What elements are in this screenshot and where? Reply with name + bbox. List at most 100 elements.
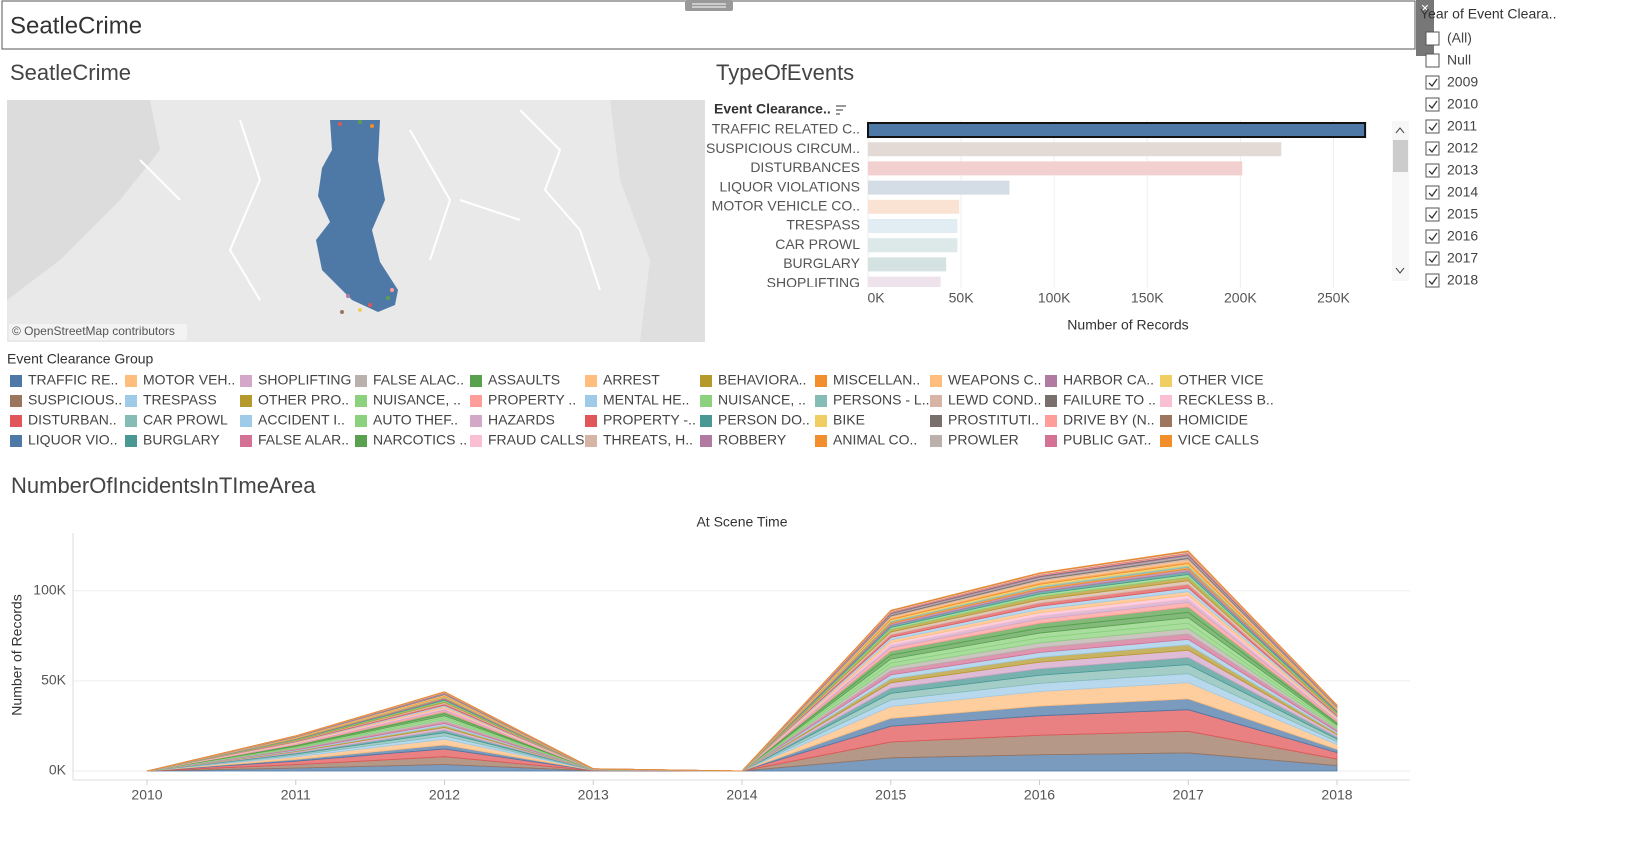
legend-label[interactable]: ASSAULTS bbox=[488, 372, 560, 388]
legend-label[interactable]: ANIMAL CO.. bbox=[833, 432, 917, 448]
checkbox[interactable] bbox=[1425, 97, 1440, 112]
legend-label[interactable]: TRESPASS bbox=[143, 392, 217, 408]
y-tick-label[interactable]: TRAFFIC RELATED C.. bbox=[712, 121, 860, 137]
legend-label[interactable]: ARREST bbox=[603, 372, 660, 388]
legend-swatch[interactable] bbox=[240, 435, 252, 447]
legend-label[interactable]: BURGLARY bbox=[143, 432, 220, 448]
legend-label[interactable]: MENTAL HE.. bbox=[603, 392, 689, 408]
legend-label[interactable]: ACCIDENT I.. bbox=[258, 412, 345, 428]
legend-swatch[interactable] bbox=[1045, 375, 1057, 387]
legend-swatch[interactable] bbox=[1160, 395, 1172, 407]
bar[interactable] bbox=[868, 257, 947, 272]
filter-option[interactable]: 2015 bbox=[1447, 206, 1478, 222]
checkbox[interactable] bbox=[1425, 31, 1440, 46]
legend-label[interactable]: HOMICIDE bbox=[1178, 412, 1248, 428]
legend-label[interactable]: DISTURBAN.. bbox=[28, 412, 117, 428]
legend-swatch[interactable] bbox=[355, 435, 367, 447]
map[interactable]: © OpenStreetMap contributors bbox=[7, 100, 705, 342]
legend-swatch[interactable] bbox=[1045, 435, 1057, 447]
legend-swatch[interactable] bbox=[470, 395, 482, 407]
legend-label[interactable]: DRIVE BY (N.. bbox=[1063, 412, 1155, 428]
legend-label[interactable]: FRAUD CALLS bbox=[488, 432, 584, 448]
legend-label[interactable]: PROWLER bbox=[948, 432, 1019, 448]
scroll-down[interactable] bbox=[1395, 267, 1405, 274]
legend-swatch[interactable] bbox=[585, 395, 597, 407]
legend-swatch[interactable] bbox=[10, 375, 22, 387]
legend-label[interactable]: OTHER VICE bbox=[1178, 372, 1264, 388]
legend-swatch[interactable] bbox=[585, 415, 597, 427]
legend-swatch[interactable] bbox=[10, 435, 22, 447]
legend-swatch[interactable] bbox=[125, 435, 137, 447]
legend-swatch[interactable] bbox=[700, 375, 712, 387]
legend-label[interactable]: PERSONS - L.. bbox=[833, 392, 929, 408]
y-tick-label[interactable]: BURGLARY bbox=[783, 255, 860, 271]
legend-swatch[interactable] bbox=[700, 415, 712, 427]
bar[interactable] bbox=[868, 276, 941, 291]
legend-label[interactable]: BIKE bbox=[833, 412, 865, 428]
legend-swatch[interactable] bbox=[125, 395, 137, 407]
bar[interactable] bbox=[868, 238, 958, 253]
legend-swatch[interactable] bbox=[10, 415, 22, 427]
checkbox[interactable] bbox=[1425, 119, 1440, 134]
legend-swatch[interactable] bbox=[930, 415, 942, 427]
legend-swatch[interactable] bbox=[700, 435, 712, 447]
legend-label[interactable]: AUTO THEF.. bbox=[373, 412, 458, 428]
bar[interactable] bbox=[868, 161, 1243, 176]
legend-label[interactable]: ROBBERY bbox=[718, 432, 787, 448]
legend-swatch[interactable] bbox=[1160, 435, 1172, 447]
legend-swatch[interactable] bbox=[1045, 415, 1057, 427]
bar[interactable] bbox=[867, 122, 1367, 138]
legend-swatch[interactable] bbox=[355, 375, 367, 387]
legend-swatch[interactable] bbox=[700, 395, 712, 407]
legend-swatch[interactable] bbox=[240, 415, 252, 427]
filter-option[interactable]: Null bbox=[1447, 52, 1471, 68]
checkbox[interactable] bbox=[1425, 207, 1440, 222]
legend-label[interactable]: PERSON DO.. bbox=[718, 412, 810, 428]
legend-label[interactable]: THREATS, H.. bbox=[603, 432, 693, 448]
legend-swatch[interactable] bbox=[815, 375, 827, 387]
legend-label[interactable]: WEAPONS C.. bbox=[948, 372, 1041, 388]
checkbox[interactable] bbox=[1425, 163, 1440, 178]
y-tick-label[interactable]: SUSPICIOUS CIRCUM.. bbox=[706, 140, 860, 156]
legend-label[interactable]: NUISANCE, .. bbox=[373, 392, 461, 408]
filter-option[interactable]: 2012 bbox=[1447, 140, 1478, 156]
legend-label[interactable]: FAILURE TO .. bbox=[1063, 392, 1156, 408]
y-tick-label[interactable]: SHOPLIFTING bbox=[767, 274, 860, 290]
y-tick-label[interactable]: TRESPASS bbox=[786, 217, 860, 233]
filter-option[interactable]: 2013 bbox=[1447, 162, 1478, 178]
bar[interactable] bbox=[868, 199, 960, 214]
legend-swatch[interactable] bbox=[815, 395, 827, 407]
filter-option[interactable]: 2010 bbox=[1447, 96, 1478, 112]
checkbox[interactable] bbox=[1425, 53, 1440, 68]
legend-swatch[interactable] bbox=[125, 415, 137, 427]
checkbox[interactable] bbox=[1425, 141, 1440, 156]
legend-label[interactable]: BEHAVIORA.. bbox=[718, 372, 806, 388]
filter-option[interactable]: 2011 bbox=[1447, 118, 1477, 134]
legend-swatch[interactable] bbox=[1160, 415, 1172, 427]
scroll-thumb[interactable] bbox=[1393, 140, 1408, 172]
filter-option[interactable]: 2014 bbox=[1447, 184, 1478, 200]
legend-label[interactable]: PROPERTY -.. bbox=[603, 412, 696, 428]
legend-label[interactable]: LEWD COND.. bbox=[948, 392, 1041, 408]
bar[interactable] bbox=[868, 219, 958, 233]
scroll-up[interactable] bbox=[1395, 127, 1405, 134]
legend-label[interactable]: HAZARDS bbox=[488, 412, 555, 428]
filter-option[interactable]: (All) bbox=[1447, 30, 1472, 46]
legend-label[interactable]: SHOPLIFTING bbox=[258, 372, 351, 388]
legend-label[interactable]: LIQUOR VIO.. bbox=[28, 432, 117, 448]
legend-label[interactable]: TRAFFIC RE.. bbox=[28, 372, 118, 388]
legend-swatch[interactable] bbox=[815, 435, 827, 447]
legend-swatch[interactable] bbox=[470, 415, 482, 427]
legend-swatch[interactable] bbox=[585, 375, 597, 387]
drag-handle[interactable] bbox=[685, 0, 733, 11]
legend-label[interactable]: OTHER PRO.. bbox=[258, 392, 349, 408]
legend-label[interactable]: NARCOTICS .. bbox=[373, 432, 467, 448]
legend-swatch[interactable] bbox=[125, 375, 137, 387]
legend-label[interactable]: MOTOR VEH.. bbox=[143, 372, 235, 388]
area[interactable] bbox=[146, 550, 1338, 772]
legend-swatch[interactable] bbox=[930, 375, 942, 387]
close-icon[interactable]: × bbox=[1421, 0, 1429, 16]
legend-swatch[interactable] bbox=[1045, 395, 1057, 407]
legend-label[interactable]: FALSE ALAR.. bbox=[258, 432, 349, 448]
legend-swatch[interactable] bbox=[240, 375, 252, 387]
